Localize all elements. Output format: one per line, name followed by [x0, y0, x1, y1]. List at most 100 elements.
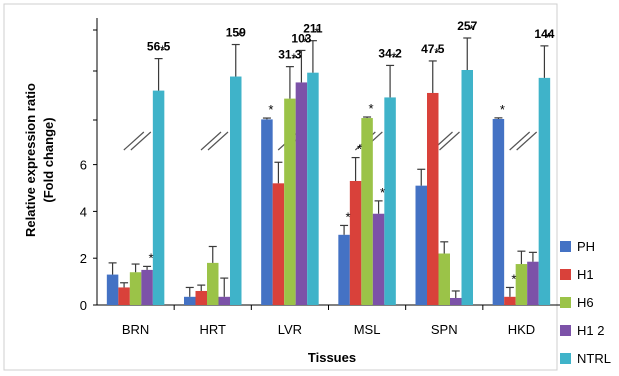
bar	[384, 97, 396, 305]
x-axis-title: Tissues	[308, 350, 356, 365]
y-axis-title-line1: Relative expression ratio	[23, 83, 38, 237]
bar	[184, 296, 196, 305]
significance-star: *	[380, 185, 385, 200]
significance-star: *	[357, 142, 362, 157]
legend-item: PH	[560, 236, 618, 257]
significance-star: *	[291, 51, 296, 66]
x-tick-label: LVR	[278, 322, 302, 337]
bar	[349, 180, 362, 305]
x-tick-label: MSL	[354, 322, 381, 337]
y-tick-label: 4	[80, 204, 87, 219]
error-bars	[108, 37, 549, 298]
bar	[415, 185, 427, 305]
bar	[195, 290, 207, 305]
significance-star: *	[303, 34, 308, 49]
legend-item: NTRL	[560, 348, 618, 369]
data-label: 211	[303, 22, 323, 36]
legend: PH H1 H6 H1 2 NTRL	[560, 236, 618, 376]
bar	[230, 76, 242, 306]
significance-star: *	[369, 101, 374, 116]
axis-break-mark	[207, 131, 229, 151]
significance-star: *	[500, 102, 505, 117]
bar	[438, 253, 450, 305]
data-label: 31.3	[278, 48, 302, 62]
data-label: 34.2	[378, 46, 402, 60]
bar	[372, 213, 385, 305]
bar	[338, 234, 350, 305]
bar	[152, 90, 165, 305]
axis-break-mark	[439, 131, 460, 151]
bar	[427, 92, 439, 305]
data-label: 159	[226, 26, 246, 40]
legend-swatch	[560, 353, 571, 364]
significance-star: *	[469, 22, 474, 37]
axis-break-mark	[123, 131, 145, 151]
tick-labels: 0 2 4 6 BRN HRT LVR MSL SPN HKD	[80, 158, 535, 337]
bar	[492, 118, 505, 305]
significance-star: *	[314, 25, 319, 40]
legend-swatch	[560, 297, 571, 308]
y-tick-label: 6	[80, 158, 87, 173]
significance-star: *	[346, 209, 351, 224]
legend-label: H1	[577, 267, 594, 282]
data-label: 103	[291, 31, 311, 45]
legend-swatch	[560, 325, 571, 336]
legend-item: H6	[560, 292, 618, 313]
x-tick-label: HKD	[508, 322, 535, 337]
significance-star: *	[160, 43, 165, 58]
bars	[106, 70, 551, 306]
data-label: 47.5	[421, 42, 445, 56]
bar	[527, 261, 539, 305]
significance-star: *	[392, 49, 397, 64]
legend-label: NTRL	[577, 351, 611, 366]
plot-frame	[3, 3, 558, 371]
legend-label: H1 2	[577, 323, 605, 338]
y-tick-label: 2	[80, 251, 87, 266]
x-tick-label: HRT	[200, 322, 227, 337]
legend-item: H1	[560, 264, 618, 285]
significance-star: *	[149, 250, 154, 265]
axis-break-mark	[509, 131, 531, 151]
y-axis-title: Relative expression ratio (Fold change)	[23, 83, 56, 237]
break-gap	[98, 139, 561, 141]
axis-break-mark	[200, 131, 222, 151]
x-tick-label: BRN	[122, 322, 149, 337]
bar	[261, 119, 273, 305]
bar	[207, 262, 219, 305]
axis-break-mark	[130, 131, 152, 151]
significance-star: *	[434, 45, 439, 60]
bar	[272, 183, 285, 305]
legend-swatch	[560, 241, 571, 252]
bar	[218, 296, 230, 305]
bar	[284, 98, 296, 305]
bar	[295, 82, 308, 305]
bar	[361, 118, 373, 305]
bar	[515, 264, 528, 305]
bar	[118, 287, 130, 305]
significance-star: *	[237, 29, 242, 44]
bar	[461, 70, 473, 305]
bar	[538, 77, 551, 305]
bar	[450, 297, 462, 305]
axis-break-mark	[516, 131, 538, 151]
bar	[141, 269, 153, 305]
significance-star: *	[511, 271, 516, 286]
bar	[504, 296, 516, 305]
legend-swatch	[560, 269, 571, 280]
bar	[106, 274, 119, 305]
x-tick-label: SPN	[431, 322, 458, 337]
significance-star: *	[268, 102, 273, 117]
y-tick-label: 0	[80, 298, 87, 313]
data-label: 144	[534, 27, 554, 41]
legend-item: H1 2	[560, 320, 618, 341]
legend-label: H6	[577, 295, 594, 310]
data-label: 56.5	[147, 40, 171, 54]
significance-star: *	[546, 30, 551, 45]
bar	[307, 72, 319, 305]
bar	[129, 272, 142, 305]
y-axis-title-line2: (Fold change)	[41, 117, 56, 202]
data-label: 257	[457, 19, 477, 33]
legend-label: PH	[577, 239, 596, 254]
